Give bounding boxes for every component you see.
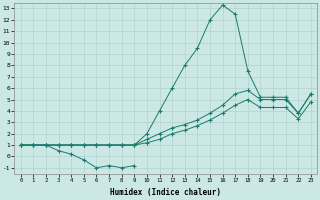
X-axis label: Humidex (Indice chaleur): Humidex (Indice chaleur) xyxy=(110,188,221,197)
